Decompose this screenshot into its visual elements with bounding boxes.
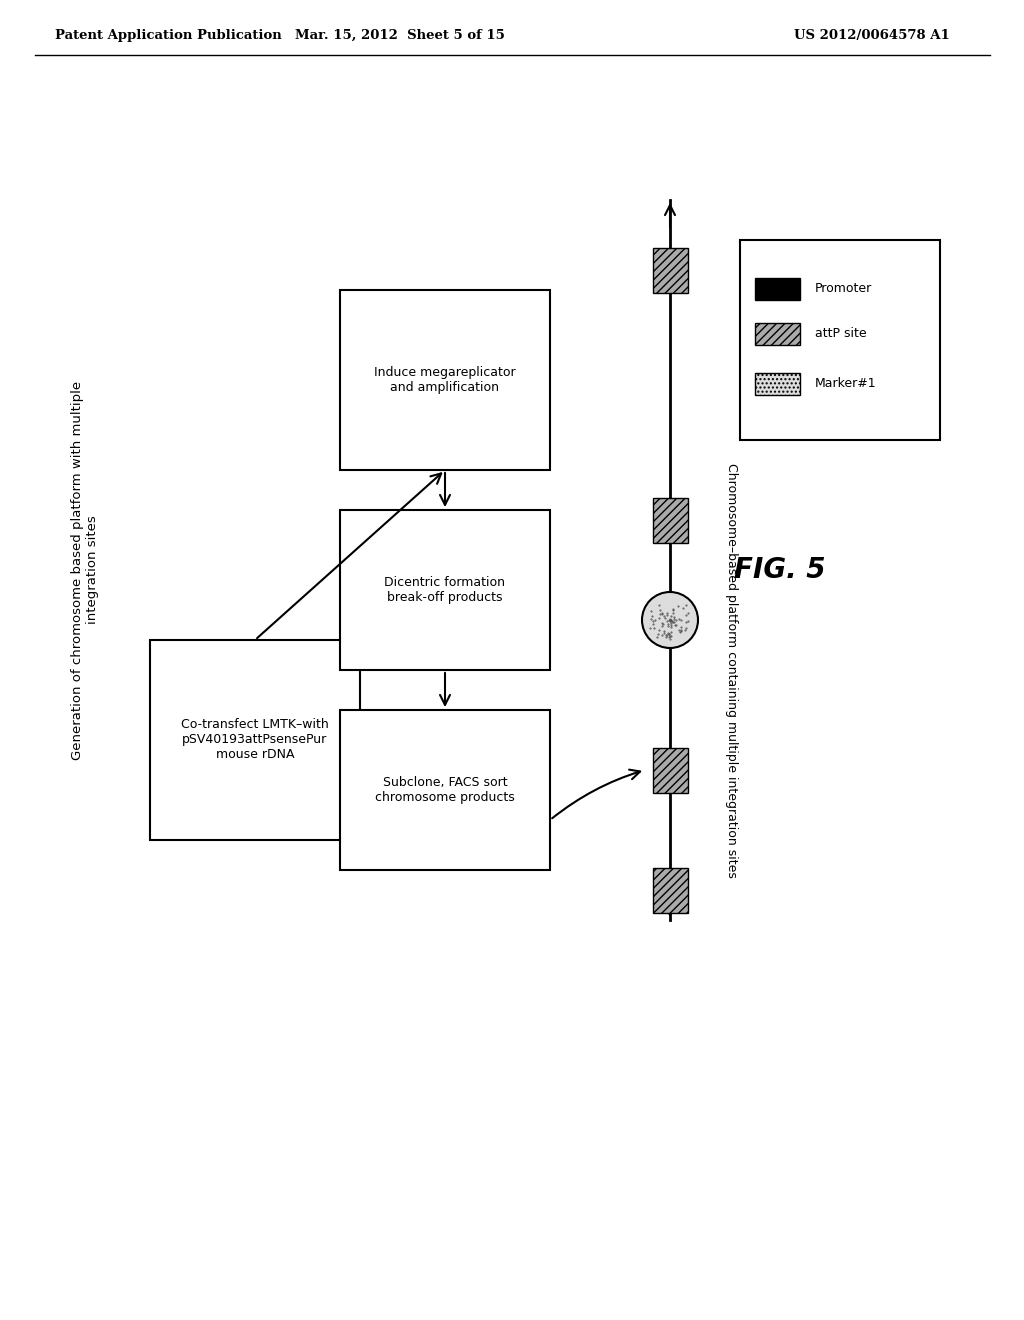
Text: Mar. 15, 2012  Sheet 5 of 15: Mar. 15, 2012 Sheet 5 of 15 bbox=[295, 29, 505, 41]
Text: Induce megareplicator
and amplification: Induce megareplicator and amplification bbox=[374, 366, 516, 393]
Text: Promoter: Promoter bbox=[815, 282, 872, 296]
Bar bbox=[652, 867, 687, 912]
FancyBboxPatch shape bbox=[340, 290, 550, 470]
Bar bbox=[755, 374, 800, 395]
FancyBboxPatch shape bbox=[740, 240, 940, 440]
FancyBboxPatch shape bbox=[150, 640, 360, 840]
Text: Patent Application Publication: Patent Application Publication bbox=[55, 29, 282, 41]
Text: Marker#1: Marker#1 bbox=[815, 378, 877, 391]
Bar bbox=[652, 747, 687, 792]
Text: Generation of chromosome based platform with multiple
integration sites: Generation of chromosome based platform … bbox=[71, 380, 99, 759]
FancyBboxPatch shape bbox=[340, 710, 550, 870]
Text: Subclone, FACS sort
chromosome products: Subclone, FACS sort chromosome products bbox=[375, 776, 515, 804]
Bar bbox=[755, 279, 800, 300]
FancyBboxPatch shape bbox=[340, 510, 550, 671]
Bar bbox=[652, 498, 687, 543]
Circle shape bbox=[642, 591, 698, 648]
Text: Chromosome–based platform containing multiple integration sites: Chromosome–based platform containing mul… bbox=[725, 462, 738, 878]
Text: US 2012/0064578 A1: US 2012/0064578 A1 bbox=[795, 29, 950, 41]
Text: Co-transfect LMTK–with
pSV40193attPsensePur
mouse rDNA: Co-transfect LMTK–with pSV40193attPsense… bbox=[181, 718, 329, 762]
Bar bbox=[755, 323, 800, 345]
Text: Dicentric formation
break-off products: Dicentric formation break-off products bbox=[384, 576, 506, 605]
Text: FIG. 5: FIG. 5 bbox=[734, 556, 825, 583]
Text: attP site: attP site bbox=[815, 327, 866, 341]
Bar bbox=[652, 248, 687, 293]
